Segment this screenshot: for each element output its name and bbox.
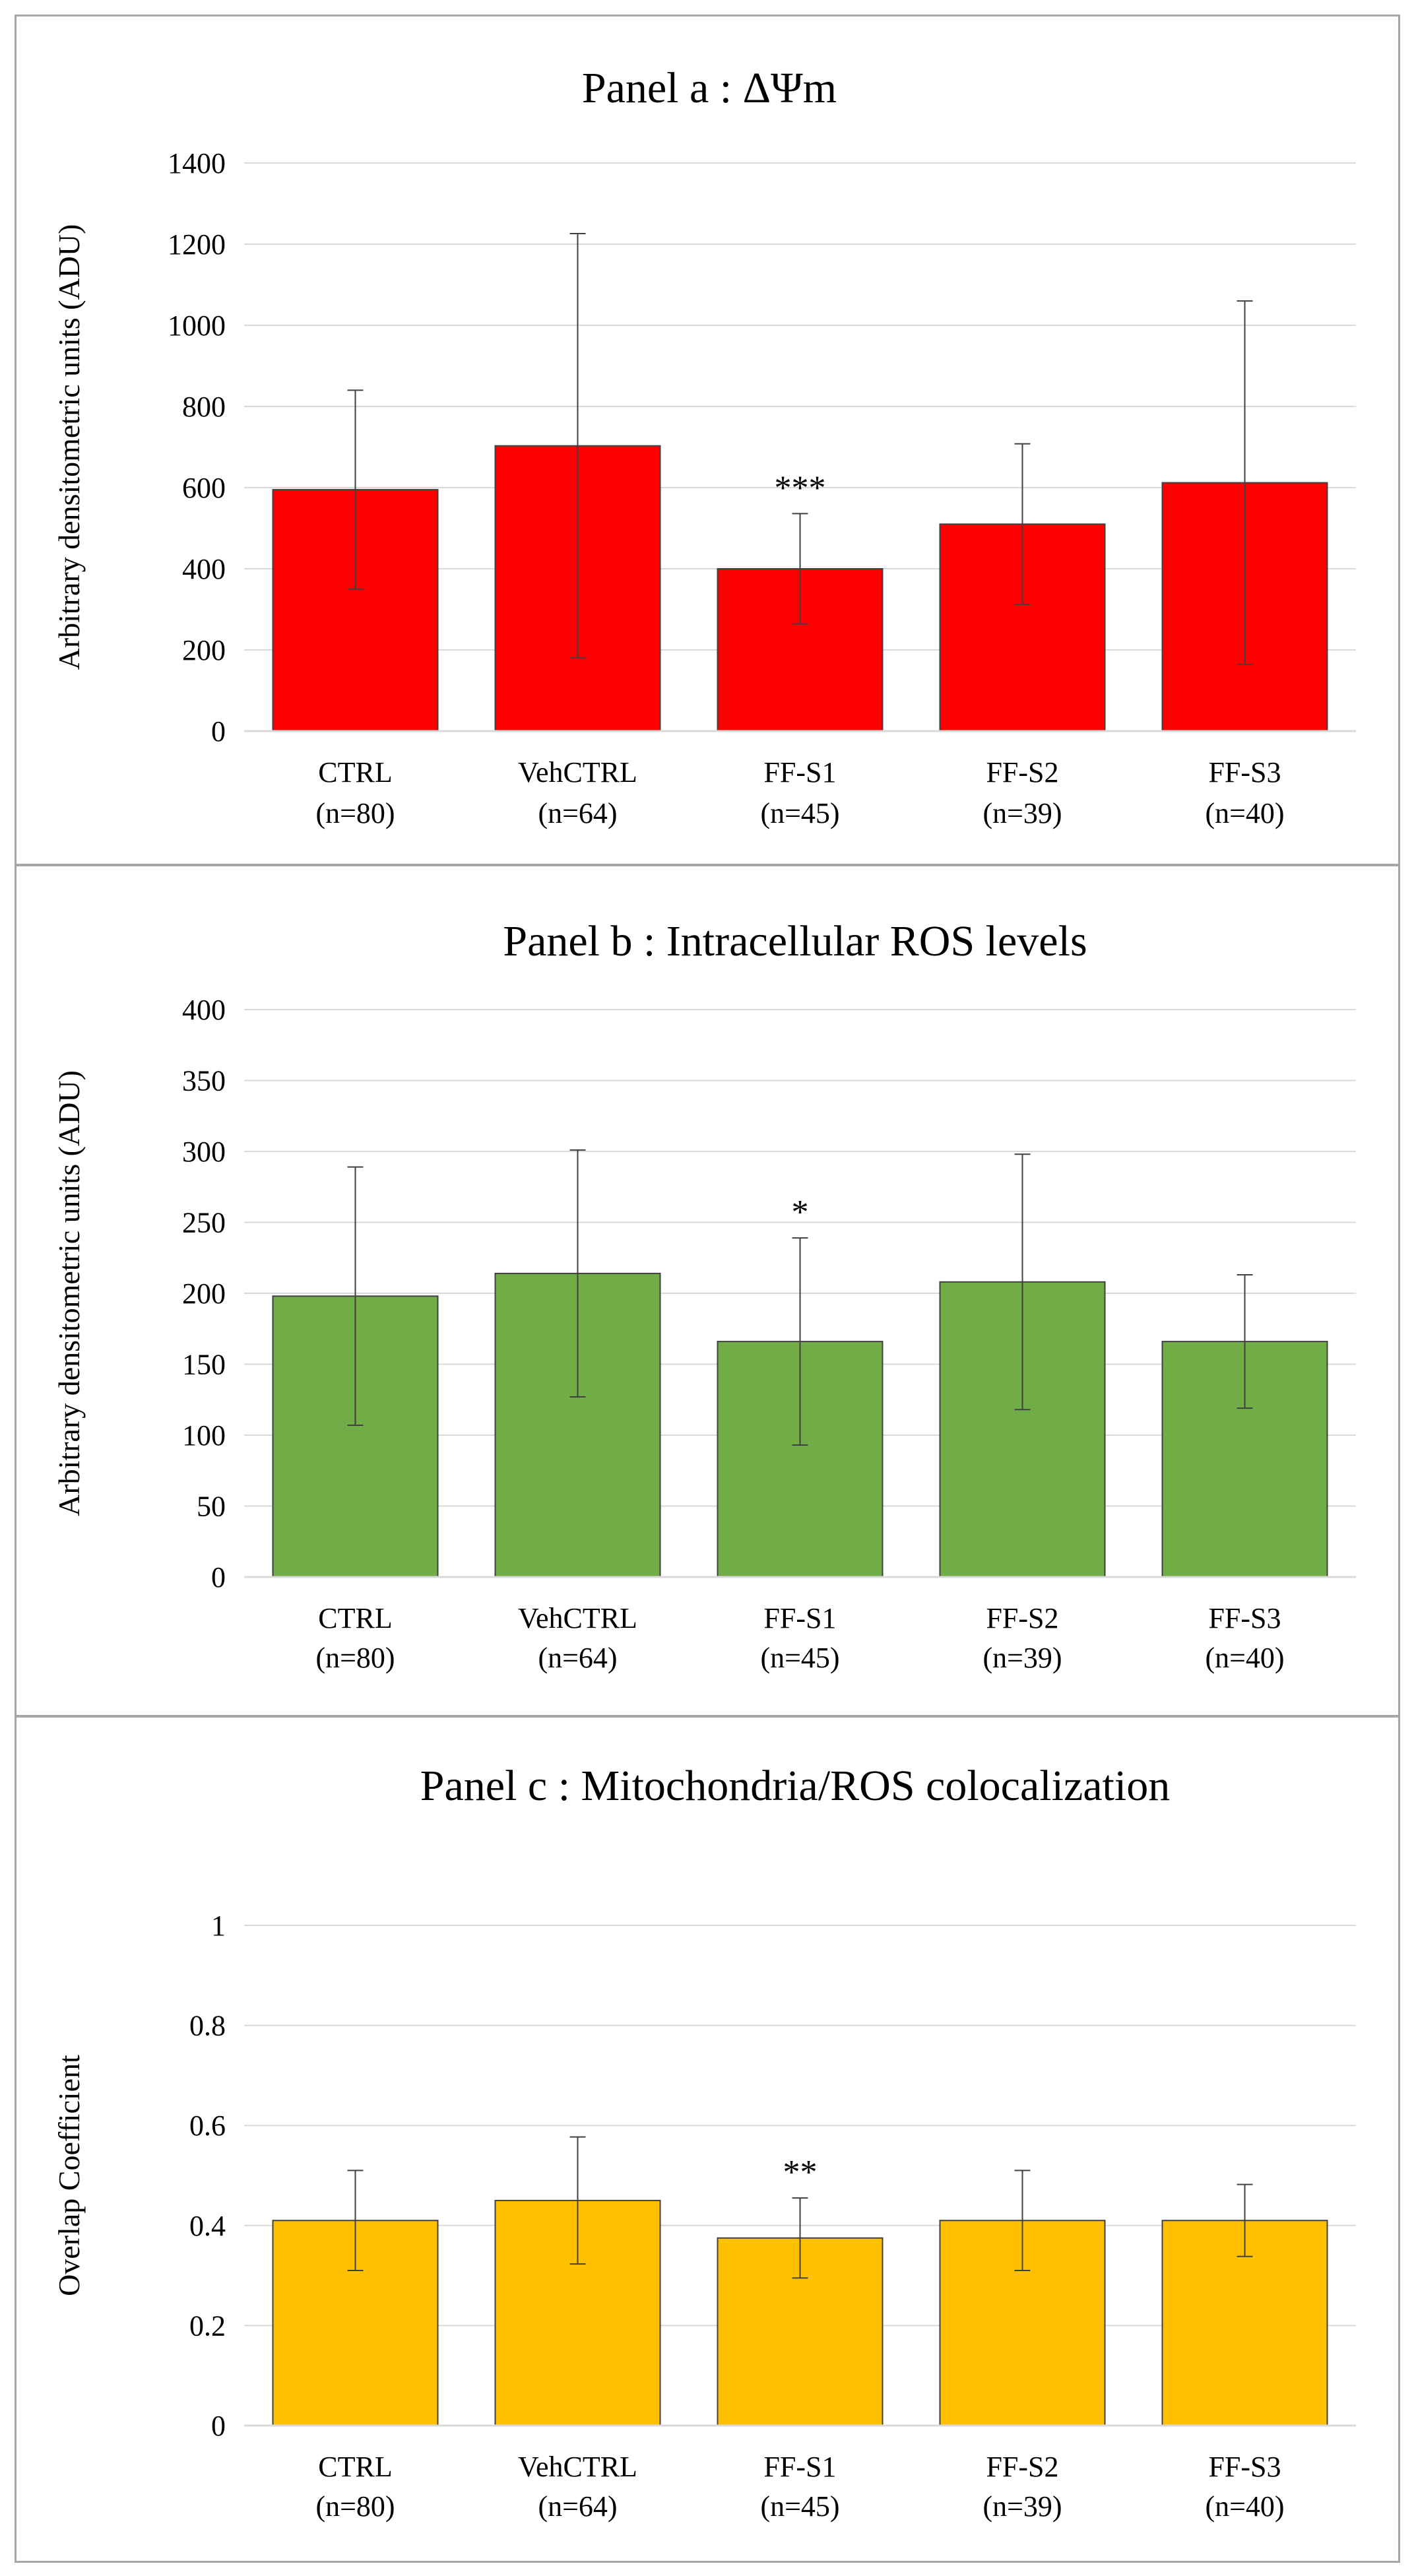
sample-size-label-c: (n=45) (760, 2490, 839, 2523)
y-tick-label-b: 50 (197, 1491, 226, 1523)
x-tick-label-b: CTRL (318, 1602, 392, 1634)
y-tick-label-b: 300 (182, 1136, 226, 1168)
x-tick-label-b: FF-S2 (986, 1602, 1058, 1634)
y-axis-label-c: Overlap Coefficient (52, 2055, 86, 2296)
chart-title-a: Panel a : ΔΨm (582, 64, 837, 112)
y-tick-label-a: 200 (182, 634, 226, 666)
x-tick-label-a: FF-S1 (763, 756, 836, 789)
x-tick-label-c: FF-S2 (986, 2451, 1058, 2483)
y-tick-label-c: 0.6 (189, 2109, 226, 2142)
y-tick-label-b: 350 (182, 1065, 226, 1097)
sample-size-label-b: (n=80) (315, 1642, 395, 1674)
y-axis-label-b: Arbitrary densitometric units (ADU) (52, 1070, 86, 1516)
significance-marker-b: * (792, 1194, 809, 1231)
x-tick-label-c: VehCTRL (518, 2451, 637, 2483)
y-tick-label-a: 1400 (168, 147, 226, 179)
sample-size-label-c: (n=64) (538, 2490, 617, 2523)
chart-panel-c: Panel c : Mitochondria/ROS colocalizatio… (15, 1716, 1400, 2563)
bar-chart-c: Panel c : Mitochondria/ROS colocalizatio… (52, 1762, 1356, 2523)
sample-size-label-c: (n=80) (315, 2490, 395, 2523)
significance-marker-a: *** (775, 469, 826, 507)
sample-size-label-b: (n=40) (1205, 1642, 1284, 1674)
y-tick-label-c: 0.2 (189, 2309, 226, 2342)
x-tick-label-a: VehCTRL (518, 756, 637, 789)
x-tick-label-a: FF-S3 (1208, 756, 1281, 789)
bar-chart-a: Panel a : ΔΨm 0 200 400 600 800 1000 1200 1400 Ar… (52, 64, 1356, 829)
sample-size-label-a: (n=64) (538, 797, 617, 829)
sample-size-label-b: (n=45) (760, 1642, 839, 1674)
y-tick-label-b: 100 (182, 1419, 226, 1452)
x-tick-label-c: FF-S3 (1208, 2451, 1281, 2483)
y-tick-label-c: 0.8 (189, 2010, 226, 2042)
sample-size-label-a: (n=40) (1205, 797, 1284, 829)
x-tick-label-c: CTRL (318, 2451, 392, 2483)
sample-size-label-c: (n=39) (982, 2490, 1062, 2523)
y-tick-label-a: 800 (182, 391, 226, 423)
sample-size-label-b: (n=39) (982, 1642, 1062, 1674)
chart-title-b: Panel b : Intracellular ROS levels (503, 917, 1087, 965)
bar-chart-b: Panel b : Intracellular ROS levels 0 50 100… (52, 917, 1356, 1674)
x-tick-label-b: FF-S1 (763, 1602, 836, 1634)
y-axis-label-a: Arbitrary densitometric units (ADU) (52, 224, 86, 670)
y-tick-label-a: 1000 (168, 309, 226, 342)
x-tick-label-a: CTRL (318, 756, 392, 789)
significance-marker-c: ** (783, 2154, 818, 2191)
chart-panel-b: Panel b : Intracellular ROS levels 0 50 100… (15, 864, 1400, 1717)
y-tick-label-a: 1200 (168, 228, 226, 261)
y-tick-label-b: 250 (182, 1207, 226, 1239)
y-tick-label-c: 0 (211, 2410, 226, 2442)
y-tick-label-b: 150 (182, 1349, 226, 1381)
y-tick-label-c: 0.4 (189, 2210, 226, 2242)
y-tick-label-b: 0 (211, 1561, 226, 1594)
y-tick-label-a: 0 (211, 715, 226, 748)
y-tick-label-b: 200 (182, 1277, 226, 1310)
sample-size-label-a: (n=45) (760, 797, 839, 829)
x-tick-label-b: VehCTRL (518, 1602, 637, 1634)
sample-size-label-a: (n=39) (982, 797, 1062, 829)
y-tick-label-a: 600 (182, 472, 226, 504)
sample-size-label-c: (n=40) (1205, 2490, 1284, 2523)
x-tick-label-a: FF-S2 (986, 756, 1058, 789)
sample-size-label-a: (n=80) (315, 797, 395, 829)
y-tick-label-b: 400 (182, 994, 226, 1026)
y-tick-label-c: 1 (211, 1910, 226, 1942)
x-tick-label-c: FF-S1 (763, 2451, 836, 2483)
chart-title-c: Panel c : Mitochondria/ROS colocalizatio… (420, 1762, 1170, 1810)
chart-panel-a: Panel a : ΔΨm 0 200 400 600 800 1000 1200 1400 Ar… (15, 15, 1400, 866)
x-tick-label-b: FF-S3 (1208, 1602, 1281, 1634)
y-tick-label-a: 400 (182, 553, 226, 585)
sample-size-label-b: (n=64) (538, 1642, 617, 1674)
